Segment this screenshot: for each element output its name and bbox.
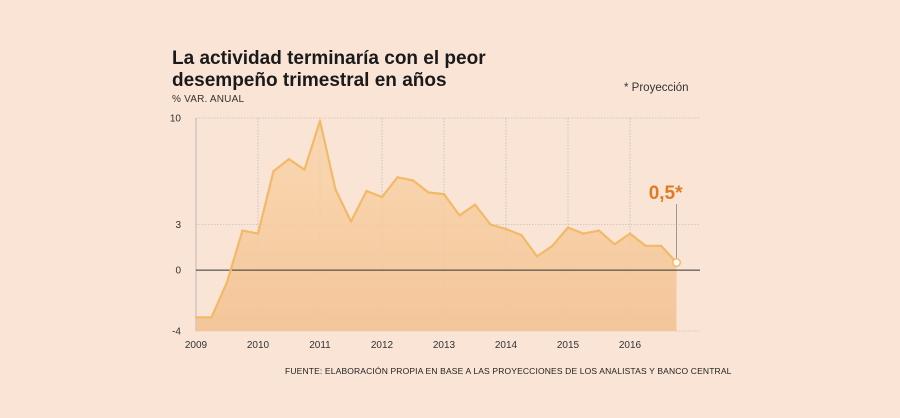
data-point <box>396 176 399 179</box>
data-point <box>272 170 275 173</box>
data-point <box>582 232 585 235</box>
chart-title-line-1: La actividad terminaría con el peor <box>172 48 486 69</box>
series-area <box>196 121 677 331</box>
projection-note: * Proyección <box>624 82 689 94</box>
y-tick-label: 10 <box>170 114 182 125</box>
x-tick-label: 2010 <box>247 340 270 351</box>
projection-marker <box>671 257 682 268</box>
data-point <box>628 232 632 235</box>
annotation-layer: 0,5* <box>649 183 683 268</box>
data-point <box>473 203 477 206</box>
x-tick-label: 2012 <box>371 340 394 351</box>
data-point <box>194 316 198 319</box>
data-point <box>303 168 306 171</box>
y-tick-label: 3 <box>175 220 181 231</box>
axis-layer: 10 3 0 -4 2009 2010 2011 2012 2013 2014 2015 2016 <box>170 114 642 352</box>
chart-title-line-2: desempeño trimestral en años <box>172 70 447 91</box>
data-point <box>256 232 260 235</box>
y-tick-label: -4 <box>172 327 181 338</box>
data-point <box>520 233 523 237</box>
projection-value-label: 0,5* <box>649 183 683 204</box>
data-point <box>442 192 446 196</box>
data-point <box>551 244 554 247</box>
data-point <box>427 191 430 194</box>
data-point <box>210 316 213 319</box>
data-point <box>458 214 461 217</box>
x-tick-label: 2015 <box>557 340 580 351</box>
data-point <box>504 227 508 231</box>
data-point <box>365 189 368 193</box>
data-point <box>566 226 570 229</box>
series-line <box>196 119 678 319</box>
data-point <box>241 229 244 232</box>
data-point <box>380 195 384 199</box>
data-point <box>411 179 415 182</box>
source-note: FUENTE: ELABORACIÓN PROPIA EN BASE A LAS… <box>285 366 732 376</box>
data-point <box>659 244 663 247</box>
x-tick-label: 2014 <box>495 340 518 351</box>
data-point <box>318 119 322 123</box>
x-tick-label: 2013 <box>433 340 456 351</box>
x-tick-label: 2016 <box>619 340 642 351</box>
data-point <box>489 223 492 226</box>
y-tick-label: 0 <box>175 266 181 277</box>
data-point <box>334 188 337 191</box>
x-tick-label: 2011 <box>309 340 331 351</box>
data-point <box>287 157 291 161</box>
data-point <box>349 220 353 223</box>
data-point <box>613 243 616 246</box>
data-point <box>535 255 539 258</box>
data-point <box>225 281 229 284</box>
chart-title: La actividad terminaría con el peor dese… <box>172 48 486 92</box>
data-point <box>644 244 647 247</box>
x-tick-label: 2009 <box>185 340 208 351</box>
data-point <box>597 229 601 232</box>
chart-subtitle: % VAR. ANUAL <box>172 94 245 105</box>
